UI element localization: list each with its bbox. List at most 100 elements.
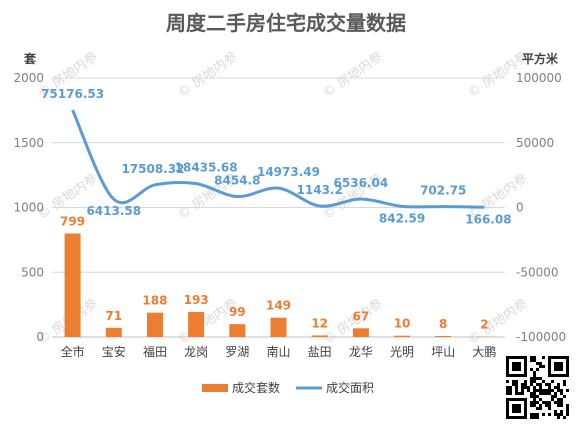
qr-module [530,413,533,416]
qr-module [533,395,536,398]
category-label: 宝安 [102,344,126,359]
qr-module [542,365,545,368]
bar-南山 [270,317,287,337]
bar-龙岗 [188,312,205,337]
line-value-label: 17508.32 [121,162,184,176]
qr-module [560,410,563,413]
qr-module [560,392,563,395]
qr-module [551,380,554,383]
bar-value-label: 193 [184,293,209,307]
qr-module [545,404,548,407]
bar-series: 799 71 188 193 99 149 12 67 10 8 2 [60,215,493,337]
qr-module [521,386,524,389]
bar-罗湖 [229,324,246,337]
qr-module [509,392,512,395]
line-value-label: 18435.68 [175,161,238,175]
qr-module [539,383,542,386]
bar-value-label: 8 [439,317,447,331]
bar-value-label: 149 [266,299,291,313]
qr-module [542,392,545,395]
qr-module [557,398,560,401]
left-tick-label: 2000 [13,71,44,85]
left-tick-label: 0 [36,330,44,344]
qr-module [533,377,536,380]
bar-坪山 [435,335,452,337]
qr-module [566,389,569,392]
qr-module [506,389,509,392]
legend-label-bars: 成交套数 [232,380,280,395]
qr-module [539,407,542,410]
qr-module [530,383,533,386]
bar-value-label: 99 [229,305,246,319]
qr-module [533,398,536,401]
qr-module [566,410,569,413]
qr-module [563,380,566,383]
qr-module [524,380,527,383]
right-tick-label: -100000 [516,330,566,344]
qr-module [557,416,560,419]
qr-module [539,389,542,392]
qr-module [557,383,560,386]
legend: 成交套数 成交面积 [202,380,374,395]
qr-module [521,392,524,395]
qr-module [512,383,515,386]
bar-value-label: 71 [105,309,122,323]
qr-module [527,389,530,392]
qr-module [515,386,518,389]
qr-module [554,410,557,413]
qr-module [542,356,545,359]
qr-module [557,386,560,389]
qr-module [527,386,530,389]
qr-module [548,386,551,389]
left-axis: 0 500 1000 1500 2000 [13,71,44,344]
qr-module [536,413,539,416]
bar-宝安 [105,327,122,337]
qr-module [536,389,539,392]
qr-module [548,407,551,410]
qr-module [548,413,551,416]
bar-value-label: 2 [480,318,488,332]
left-tick-label: 500 [21,265,44,279]
qr-module [533,380,536,383]
qr-module [548,389,551,392]
bar-龙华 [352,328,369,337]
qr-module [542,389,545,392]
qr-module [566,413,569,416]
qr-module [506,386,509,389]
line-value-label: 6536.04 [334,176,389,190]
qr-module [533,413,536,416]
qr-module [566,404,569,407]
qr-module [545,389,548,392]
bar-value-label: 67 [353,309,370,323]
qr-module [542,413,545,416]
line-path [71,109,485,209]
left-tick-label: 1000 [13,201,44,215]
qr-module [506,392,509,395]
line-value-label: 1143.2 [297,183,343,197]
qr-module [551,398,554,401]
category-label: 光明 [390,345,414,359]
qr-module [521,389,524,392]
qr-code [504,354,571,421]
category-label: 南山 [266,344,290,359]
bar-value-label: 10 [394,317,411,331]
category-label: 坪山 [431,345,455,359]
qr-module [530,359,533,362]
qr-module [533,356,536,359]
category-label: 盐田 [308,345,332,359]
qr-module [539,386,542,389]
qr-module [533,389,536,392]
qr-module [515,389,518,392]
qr-module [530,356,533,359]
qr-module [536,368,539,371]
bar-value-label: 188 [142,294,167,308]
qr-module [533,416,536,419]
qr-module [554,386,557,389]
qr-module [563,383,566,386]
qr-finder-core [512,404,521,413]
category-label: 罗湖 [225,344,249,359]
qr-module [560,398,563,401]
qr-module [539,365,542,368]
qr-module [557,389,560,392]
qr-module [536,383,539,386]
